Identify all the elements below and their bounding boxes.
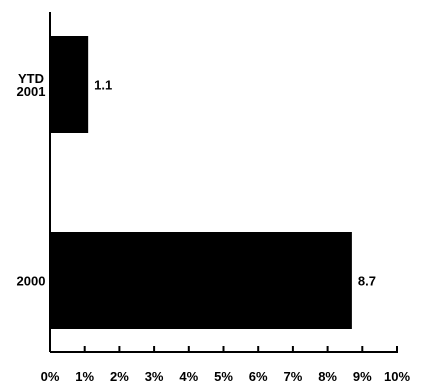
tick-labels-group: 0% 1% 2% 3% 4% 5% 6% 7% 8% 9% 10% — [41, 369, 411, 384]
category-label-line: 2000 — [17, 274, 46, 289]
x-tick-label: 5% — [214, 369, 233, 384]
category-label-1: YTD 2001 — [17, 71, 46, 99]
x-tick-label: 9% — [353, 369, 372, 384]
value-label-1: 1.1 — [94, 78, 112, 93]
bars-group — [50, 36, 352, 329]
category-labels-group: YTD 2001 2000 — [17, 71, 46, 289]
x-tick-label: 4% — [179, 369, 198, 384]
ticks-group — [49, 346, 398, 352]
x-tick-label: 10% — [384, 369, 410, 384]
x-tick-label: 2% — [110, 369, 129, 384]
x-tick-label: 8% — [318, 369, 337, 384]
value-labels-group: 1.1 8.7 — [94, 78, 376, 289]
x-tick-label: 1% — [75, 369, 94, 384]
bar-1 — [50, 36, 89, 133]
x-tick-label: 7% — [284, 369, 303, 384]
x-tick-label: 6% — [249, 369, 268, 384]
category-label-line: YTD — [18, 71, 44, 86]
value-label-2: 8.7 — [358, 274, 376, 289]
category-label-line: 2001 — [17, 84, 46, 99]
bar-2 — [50, 232, 352, 329]
x-tick-label: 0% — [41, 369, 60, 384]
x-tick-label: 3% — [145, 369, 164, 384]
category-label-2: 2000 — [17, 274, 46, 289]
